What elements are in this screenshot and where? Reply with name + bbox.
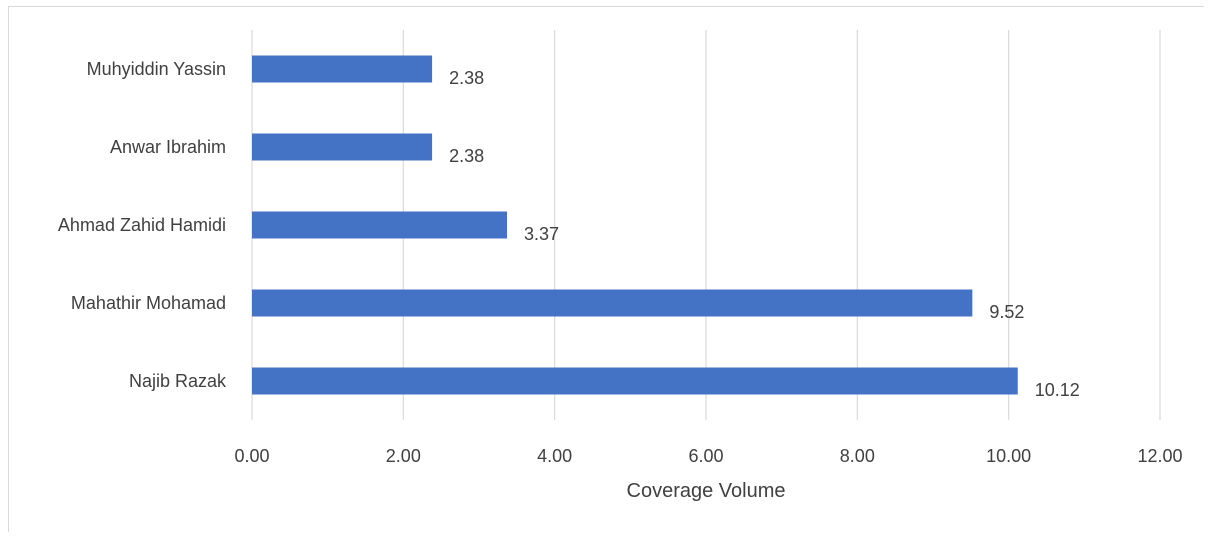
x-axis-title: Coverage Volume	[627, 480, 786, 502]
bar-najib-razak	[252, 367, 1018, 395]
x-tick-labels: 0.00 2.00 4.00 6.00 8.00 10.00 12.00	[234, 446, 1182, 466]
category-label: Najib Razak	[129, 371, 227, 391]
data-labels: 10.12 9.52 3.37 2.38 2.38	[449, 68, 1080, 400]
category-labels: Najib Razak Mahathir Mohamad Ahmad Zahid H…	[58, 59, 227, 391]
category-label: Mahathir Mohamad	[71, 293, 226, 313]
data-label: 9.52	[989, 302, 1024, 322]
x-tick-label: 12.00	[1137, 446, 1182, 466]
category-label: Ahmad Zahid Hamidi	[58, 215, 226, 235]
bar-anwar-ibrahim	[252, 133, 433, 161]
x-tick-label: 0.00	[234, 446, 269, 466]
x-tick-label: 10.00	[986, 446, 1031, 466]
x-tick-label: 4.00	[537, 446, 572, 466]
x-tick-label: 2.00	[386, 446, 421, 466]
chart-frame	[8, 6, 1204, 532]
bars	[252, 55, 1018, 395]
data-label: 2.38	[449, 68, 484, 88]
bar-ahmad-zahid-hamidi	[252, 211, 507, 239]
data-label: 2.38	[449, 146, 484, 166]
x-tick-label: 6.00	[688, 446, 723, 466]
data-label: 10.12	[1035, 380, 1080, 400]
category-label: Muhyiddin Yassin	[87, 59, 226, 79]
bar-muhyiddin-yassin	[252, 55, 433, 83]
category-label: Anwar Ibrahim	[110, 137, 226, 157]
data-label: 3.37	[524, 224, 559, 244]
x-tick-label: 8.00	[840, 446, 875, 466]
bar-mahathir-mohamad	[252, 289, 973, 317]
